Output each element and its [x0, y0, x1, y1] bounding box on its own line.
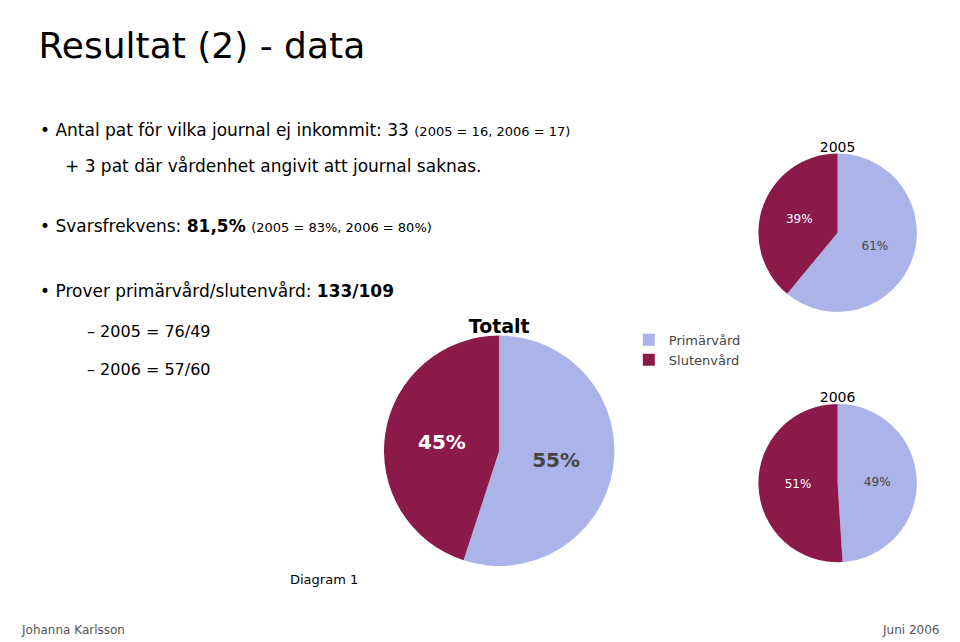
- svg-text:– 2005 = 76/49: – 2005 = 76/49: [87, 322, 211, 341]
- svg-text:– 2006 = 57/60: – 2006 = 57/60: [87, 360, 211, 379]
- svg-text:+ 3 pat där vårdenhet angivit: + 3 pat där vårdenhet angivit att journa…: [65, 156, 481, 176]
- svg-text:55%: 55%: [532, 448, 580, 472]
- svg-text:Resultat (2) - data: Resultat (2) - data: [38, 25, 365, 66]
- svg-text:2006: 2006: [820, 389, 856, 405]
- svg-text:45%: 45%: [418, 430, 466, 454]
- svg-text:Totalt: Totalt: [469, 315, 530, 337]
- svg-text:51%: 51%: [785, 477, 812, 491]
- svg-text:• Svarsfrekvens: 81,5% (2005 =: • Svarsfrekvens: 81,5% (2005 = 83%, 2006…: [40, 216, 432, 236]
- svg-text:2005: 2005: [820, 139, 856, 155]
- svg-text:Juni 2006: Juni 2006: [882, 623, 939, 637]
- svg-text:Diagram 1: Diagram 1: [290, 572, 358, 587]
- svg-text:49%: 49%: [864, 475, 891, 489]
- svg-text:• Antal pat för vilka journal: • Antal pat för vilka journal ej inkommi…: [40, 120, 570, 140]
- svg-text:Primärvård: Primärvård: [669, 333, 741, 348]
- svg-text:Johanna Karlsson: Johanna Karlsson: [21, 623, 125, 637]
- svg-text:39%: 39%: [786, 212, 813, 226]
- svg-text:• Prover primärvård/slutenvård: • Prover primärvård/slutenvård: 133/109: [40, 281, 394, 301]
- svg-text:61%: 61%: [862, 239, 889, 253]
- svg-text:Slutenvård: Slutenvård: [669, 353, 739, 368]
